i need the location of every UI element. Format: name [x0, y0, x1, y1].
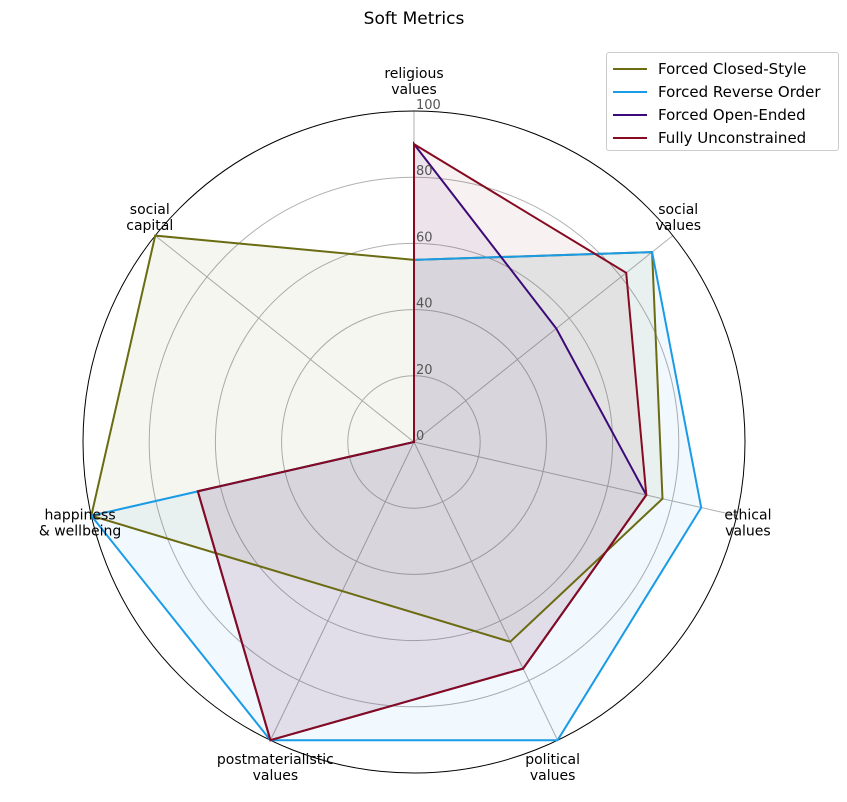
axis-label: happiness & wellbeing: [39, 507, 121, 539]
legend-label: Fully Unconstrained: [658, 128, 807, 147]
series-area: [91, 235, 663, 642]
grid-spoke: [413, 441, 559, 741]
axis-labels: religious values social values ethical values…: [39, 66, 772, 784]
legend-item: Forced Closed-Style: [613, 57, 832, 80]
axis-label: social values: [655, 202, 701, 234]
legend-label: Forced Open-Ended: [658, 105, 806, 124]
chart-title: Soft Metrics: [364, 9, 465, 29]
radial-tick-label: 80: [416, 164, 433, 179]
radial-tick-label: 40: [416, 297, 433, 312]
series-area: [197, 144, 647, 741]
series-fills: [91, 144, 702, 741]
legend-swatch-reverse-order: [613, 90, 647, 93]
radar-frame: [82, 110, 746, 774]
series-area: [197, 144, 647, 741]
legend-swatch-open-ended: [613, 113, 647, 116]
grid-spoke: [413, 235, 674, 443]
radial-tick-labels: 0 20 40 60 80 100: [416, 98, 441, 444]
legend-label: Forced Closed-Style: [658, 59, 807, 78]
axis-label: political values: [525, 752, 580, 784]
radial-tick-label: 0: [416, 429, 424, 444]
radial-tick-label: 100: [416, 98, 441, 113]
series-lines: [89, 141, 703, 742]
axis-label: religious values: [384, 66, 443, 98]
legend-swatch-unconstrained: [613, 136, 647, 139]
legend-item: Forced Reverse Order: [613, 80, 832, 103]
radial-tick-label: 20: [416, 363, 433, 378]
axis-label: social capital: [126, 202, 173, 234]
legend-item: Fully Unconstrained: [613, 126, 832, 149]
grid-spoke: [154, 235, 415, 443]
series-line: [90, 234, 664, 643]
legend-item: Forced Open-Ended: [613, 103, 832, 126]
series-line: [196, 142, 648, 742]
legend: Forced Closed-Style Forced Reverse Order…: [606, 52, 839, 151]
legend-swatch-closed-style: [613, 67, 647, 70]
axis-label: ethical values: [724, 507, 771, 539]
radial-tick-label: 60: [416, 230, 433, 245]
series-area: [91, 252, 702, 741]
grid-spoke: [413, 441, 737, 517]
legend-label: Forced Reverse Order: [658, 82, 821, 101]
axis-label: postmaterialistic values: [217, 752, 334, 784]
